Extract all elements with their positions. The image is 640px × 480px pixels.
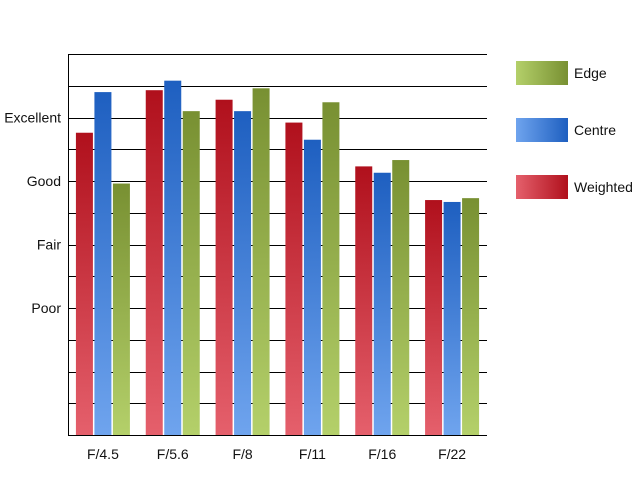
bar-centre-f11	[303, 139, 321, 435]
bar-edge-f11	[322, 102, 340, 435]
bar-weighted-f16	[355, 166, 373, 435]
legend-label-edge: Edge	[574, 65, 607, 81]
x-tick-label: F/16	[368, 446, 396, 462]
y-tick-label: Good	[27, 173, 61, 189]
bar-centre-f22	[443, 201, 461, 435]
bar-weighted-f5-6	[145, 90, 163, 435]
y-tick-labels: Poor Fair Good Excellent	[4, 110, 61, 317]
legend-swatch-weighted	[516, 175, 568, 199]
bar-edge-f4-5	[112, 183, 130, 435]
bar-edge-f5-6	[182, 111, 200, 436]
x-tick-label: F/11	[299, 446, 326, 462]
y-tick-label: Excellent	[4, 110, 61, 126]
legend-swatch-edge	[516, 61, 568, 85]
x-tick-label: F/4.5	[87, 446, 119, 462]
legend-swatch-centre	[516, 118, 568, 142]
bar-weighted-f4-5	[75, 132, 93, 436]
bar-centre-f5-6	[164, 80, 182, 436]
axes	[68, 54, 487, 436]
legend-label-centre: Centre	[574, 122, 616, 138]
bar-weighted-f22	[425, 200, 443, 435]
bar-edge-f16	[392, 160, 410, 436]
grid-lines	[68, 54, 487, 404]
x-tick-labels: F/4.5 F/5.6 F/8 F/11 F/16 F/22	[87, 446, 466, 462]
bar-edge-f8	[252, 88, 270, 435]
bar-weighted-f11	[285, 122, 303, 435]
legend-label-weighted: Weighted	[574, 179, 633, 195]
legend: Edge Centre Weighted	[516, 61, 633, 199]
y-tick-label: Fair	[37, 237, 61, 253]
y-tick-label: Poor	[31, 300, 61, 316]
bars	[75, 80, 480, 436]
bar-centre-f8	[234, 111, 252, 436]
bar-centre-f16	[373, 172, 391, 435]
x-tick-label: F/22	[438, 446, 466, 462]
x-tick-label: F/8	[232, 446, 252, 462]
bar-edge-f22	[462, 198, 480, 435]
x-tick-label: F/5.6	[157, 446, 189, 462]
bar-weighted-f8	[215, 99, 233, 435]
bar-centre-f4-5	[94, 92, 112, 435]
